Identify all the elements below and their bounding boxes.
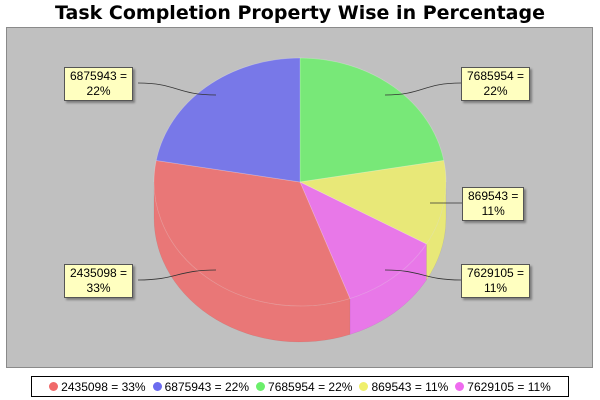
slice-label-line: 7629105 = — [467, 266, 525, 280]
pie-slice-6875943 — [155, 57, 301, 183]
chart-legend: 2435098 = 33% 6875943 = 22% 7685954 = 22… — [31, 376, 569, 397]
legend-item-2435098: 2435098 = 33% — [49, 379, 146, 394]
legend-label: 7629105 = 11% — [467, 379, 551, 394]
legend-label: 6875943 = 22% — [164, 379, 250, 394]
legend-swatch — [152, 382, 162, 391]
legend-item-7685954: 7685954 = 22% — [256, 380, 352, 394]
leader-line-7685954 — [384, 82, 462, 96]
slice-label-percent: 11% — [483, 281, 508, 295]
slice-label-percent: 22% — [483, 84, 508, 98]
slice-label-7629105: 7629105 = 11% — [461, 264, 531, 298]
slice-label-percent: 33% — [86, 281, 111, 295]
slice-label-percent: 11% — [481, 204, 505, 218]
legend-label: 7685954 = 22% — [268, 379, 353, 394]
slice-label-2435098: 2435098 = 33% — [64, 264, 134, 298]
legend-swatch — [256, 382, 266, 391]
leader-line-2435098 — [137, 269, 217, 281]
legend-item-6875943: 6875943 = 22% — [152, 379, 250, 394]
legend-item-7629105: 7629105 = 11% — [455, 380, 551, 394]
slice-label-line: 869543 = — [468, 189, 519, 203]
legend-label: 2435098 = 33% — [61, 379, 146, 394]
slice-label-line: 2435098 = — [70, 266, 128, 280]
legend-swatch — [359, 382, 369, 391]
slice-label-line: 6875943 = — [70, 69, 128, 83]
pie-slice-2435098 — [153, 160, 351, 307]
slice-label-7685954: 7685954 = 22% — [461, 67, 531, 101]
legend-swatch — [455, 382, 465, 391]
chart-title: Task Completion Property Wise in Percent… — [55, 2, 545, 24]
legend-swatch — [49, 382, 59, 391]
slice-label-percent: 22% — [86, 84, 111, 98]
legend-item-869543: 869543 = 11% — [359, 380, 448, 394]
leader-line-7629105 — [384, 269, 462, 281]
pie-slice-7629105 — [299, 181, 427, 299]
pie-slice-7685954 — [299, 57, 445, 183]
pie-slice-869543 — [298, 160, 447, 245]
legend-label: 869543 = 11% — [371, 379, 449, 394]
slice-label-6875943: 6875943 = 22% — [64, 67, 134, 101]
slice-label-line: 7685954 = — [467, 69, 525, 83]
slice-label-869543: 869543 = 11% — [462, 187, 525, 221]
leader-line-6875943 — [137, 82, 217, 96]
